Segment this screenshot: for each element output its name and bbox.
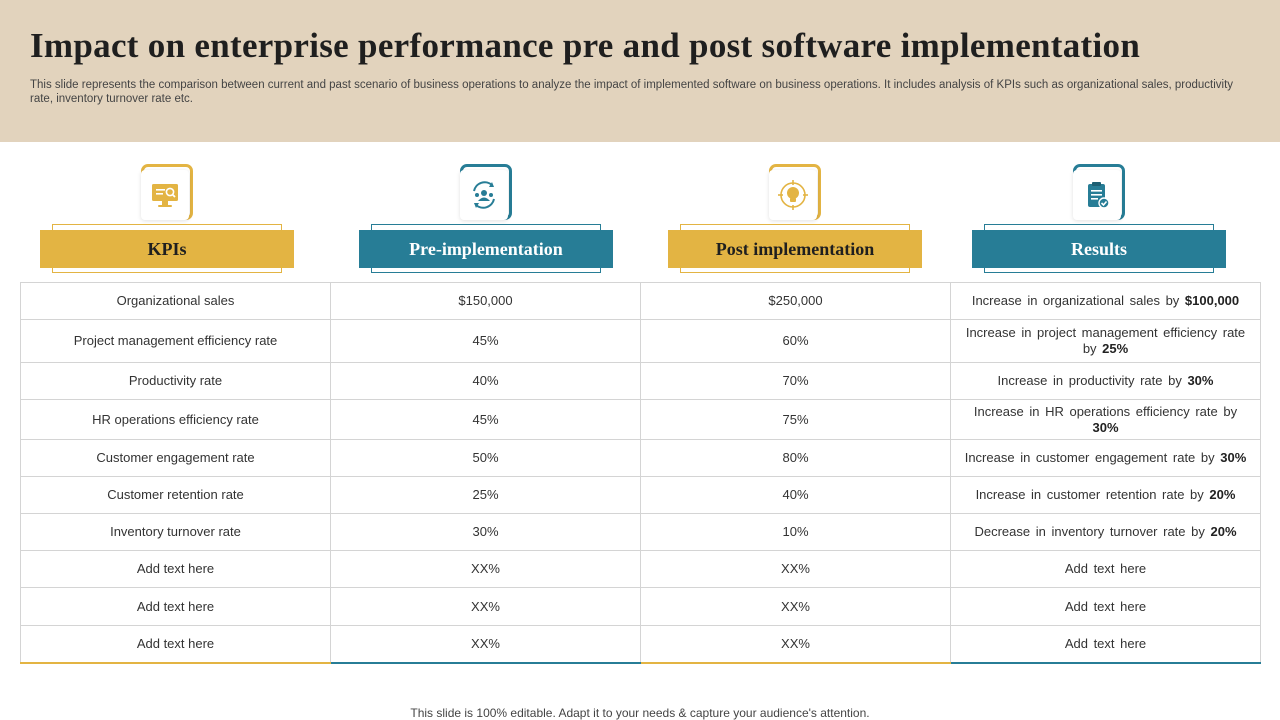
result-cell: Add text here — [950, 550, 1261, 588]
column-header-kpis: KPIs — [40, 162, 294, 274]
post-value-cell: XX% — [640, 587, 951, 626]
post-value-cell: 40% — [640, 476, 951, 514]
pre-value-cell: 40% — [330, 362, 641, 400]
pre-value-cell: XX% — [330, 550, 641, 588]
result-cell: Increase in organizational sales by $100… — [950, 282, 1261, 320]
result-cell: Decrease in inventory turnover rate by 2… — [950, 513, 1261, 551]
post-implementation-header-label: Post implementation — [668, 230, 922, 268]
result-cell: Increase in customer retention rate by 2… — [950, 476, 1261, 514]
result-text: Increase in productivity rate by — [997, 373, 1188, 388]
post-value-cell: 80% — [640, 439, 951, 477]
pre-implementation-header-label: Pre-implementation — [359, 230, 613, 268]
kpi-comparison-table: Organizational sales $150,000 $250,000 Incr… — [20, 282, 1261, 664]
kpi-cell: Add text here — [20, 587, 331, 626]
pre-value-cell: XX% — [330, 625, 641, 664]
kpi-cell: Customer retention rate — [20, 476, 331, 514]
result-value: 20% — [1210, 524, 1237, 539]
kpi-cell: Project management efficiency rate — [20, 319, 331, 363]
table-row: Customer engagement rate 50% 80% Increase i… — [20, 439, 1261, 477]
icon-box — [141, 164, 193, 220]
post-value-cell: 60% — [640, 319, 951, 363]
kpis-header-label: KPIs — [40, 230, 294, 268]
icon-box — [769, 164, 821, 220]
result-text: Increase in customer engagement rate by — [964, 450, 1221, 465]
result-text: Decrease in inventory turnover rate by — [974, 524, 1211, 539]
result-value: $100,000 — [1184, 293, 1240, 308]
result-text: Add text here — [1064, 635, 1147, 651]
result-cell: Increase in project management efficienc… — [950, 319, 1261, 363]
table-row: Productivity rate 40% 70% Increase in produ… — [20, 362, 1261, 400]
table-row: Add text here XX% XX% Add text here — [20, 587, 1261, 626]
kpi-cell: HR operations efficiency rate — [20, 399, 331, 440]
page-subtitle: This slide represents the comparison bet… — [30, 79, 1234, 105]
table-row: Inventory turnover rate 30% 10% Decrease in… — [20, 513, 1261, 551]
result-cell: Increase in productivity rate by 30% — [950, 362, 1261, 400]
table-row: Organizational sales $150,000 $250,000 Incr… — [20, 282, 1261, 320]
table-row: HR operations efficiency rate 45% 75% Incre… — [20, 399, 1261, 440]
pre-value-cell: 45% — [330, 319, 641, 363]
result-text: Increase in project management efficienc… — [965, 325, 1246, 356]
kpi-cell: Customer engagement rate — [20, 439, 331, 477]
target-bulb-icon — [778, 180, 808, 210]
table-row: Project management efficiency rate 45% 60%… — [20, 319, 1261, 363]
results-header-label: Results — [972, 230, 1226, 268]
result-value: 20% — [1209, 487, 1236, 502]
pre-value-cell: $150,000 — [330, 282, 641, 320]
pre-value-cell: 25% — [330, 476, 641, 514]
post-value-cell: XX% — [640, 625, 951, 664]
kpi-cell: Productivity rate — [20, 362, 331, 400]
post-value-cell: 70% — [640, 362, 951, 400]
post-value-cell: 10% — [640, 513, 951, 551]
monitor-search-icon — [152, 184, 178, 207]
team-cycle-icon — [473, 181, 495, 209]
pre-value-cell: 30% — [330, 513, 641, 551]
clipboard-check-icon — [1088, 182, 1110, 209]
result-cell: Add text here — [950, 625, 1261, 664]
result-text: Add text here — [1064, 598, 1147, 614]
result-value: 30% — [1187, 373, 1214, 388]
page-title: Impact on enterprise performance pre and… — [30, 26, 1141, 65]
result-text: Increase in organizational sales by — [971, 293, 1185, 308]
column-header-post: Post implementation — [668, 162, 922, 274]
table-row: Add text here XX% XX% Add text here — [20, 550, 1261, 588]
result-text: Increase in customer retention rate by — [975, 487, 1210, 502]
table-row: Add text here XX% XX% Add text here — [20, 625, 1261, 664]
pre-value-cell: 45% — [330, 399, 641, 440]
result-text: Add text here — [1064, 561, 1147, 576]
post-value-cell: 75% — [640, 399, 951, 440]
kpi-cell: Inventory turnover rate — [20, 513, 331, 551]
post-value-cell: $250,000 — [640, 282, 951, 320]
result-value: 30% — [1220, 450, 1247, 465]
column-header-results: Results — [972, 162, 1226, 274]
kpi-cell: Organizational sales — [20, 282, 331, 320]
result-cell: Increase in HR operations efficiency rat… — [950, 399, 1261, 440]
kpi-cell: Add text here — [20, 550, 331, 588]
icon-box — [1073, 164, 1125, 220]
header-band: Impact on enterprise performance pre and… — [0, 0, 1280, 142]
result-value: 30% — [1092, 419, 1119, 435]
pre-value-cell: XX% — [330, 587, 641, 626]
result-value: 25% — [1102, 341, 1129, 356]
pre-value-cell: 50% — [330, 439, 641, 477]
table-row: Customer retention rate 25% 40% Increase in… — [20, 476, 1261, 514]
result-cell: Add text here — [950, 587, 1261, 626]
result-text: Increase in HR operations efficiency rat… — [973, 403, 1238, 419]
column-header-pre: Pre-implementation — [359, 162, 613, 274]
result-cell: Increase in customer engagement rate by … — [950, 439, 1261, 477]
icon-box — [460, 164, 512, 220]
footer-note: This slide is 100% editable. Adapt it to… — [410, 706, 870, 720]
post-value-cell: XX% — [640, 550, 951, 588]
kpi-cell: Add text here — [20, 625, 331, 664]
